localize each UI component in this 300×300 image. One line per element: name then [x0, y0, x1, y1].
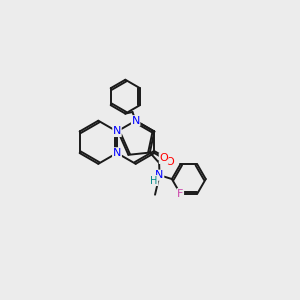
Text: N: N	[113, 148, 121, 158]
Text: O: O	[166, 158, 174, 167]
Text: N: N	[113, 148, 121, 158]
Text: H: H	[151, 176, 158, 186]
Text: N: N	[155, 170, 164, 180]
Text: O: O	[159, 153, 168, 164]
Text: N: N	[113, 127, 121, 136]
Text: N: N	[131, 116, 140, 126]
Text: F: F	[177, 189, 184, 199]
